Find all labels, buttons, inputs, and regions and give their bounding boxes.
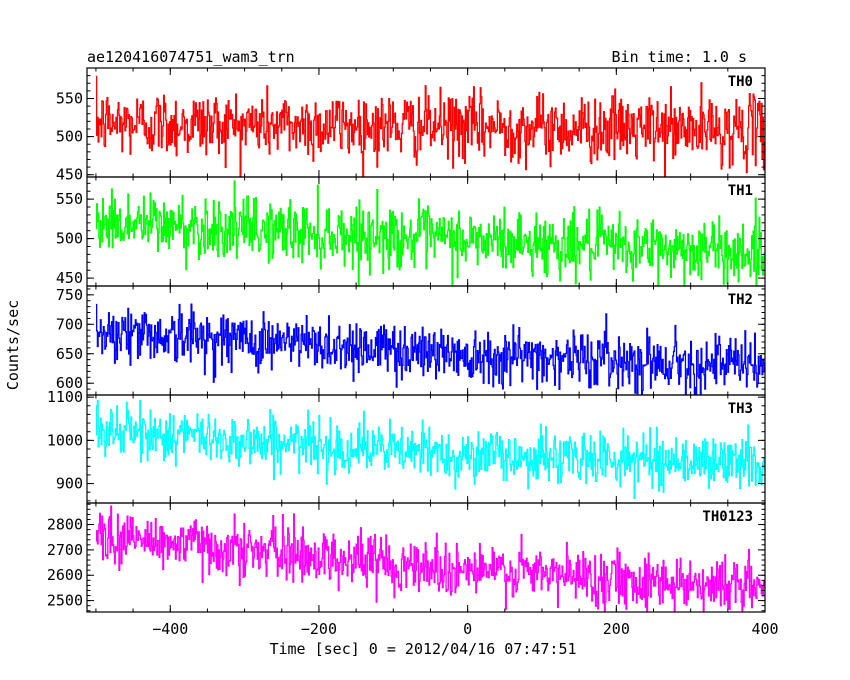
series-line-th0123 <box>95 505 765 612</box>
x-tick-label: −200 <box>301 620 337 638</box>
y-axis-title: Counts/sec <box>4 300 22 390</box>
x-tick-label: 400 <box>751 620 778 638</box>
panel-th3: 900 1000 1100 TH3 <box>47 388 766 504</box>
bin-time-label: Bin time: 1.0 s <box>612 48 747 66</box>
panel-th2: 600 650 700 750 TH2 <box>56 285 766 396</box>
y-tick-label: 700 <box>56 315 83 333</box>
y-tick-label: 750 <box>56 286 83 304</box>
panel-label-th0123: TH0123 <box>702 509 753 525</box>
panel-label-th0: TH0 <box>728 74 753 90</box>
y-tick-label: 550 <box>56 190 83 208</box>
panel-label-th1: TH1 <box>728 183 753 199</box>
y-tick-label: 450 <box>56 269 83 287</box>
x-tick-label: −400 <box>152 620 188 638</box>
y-tick-label: 2600 <box>47 566 83 584</box>
y-tick-label: 500 <box>56 230 83 248</box>
series-line-th1 <box>95 180 765 286</box>
figure-title: ae120416074751_wam3_trn <box>87 48 295 66</box>
y-tick-label: 2700 <box>47 541 83 559</box>
panel-stack: 450 500 550 TH0 450 500 550 TH1 600 650 700 750 TH2 9… <box>47 67 766 613</box>
panel-th1: 450 500 550 TH1 <box>56 176 766 287</box>
y-tick-label: 600 <box>56 374 83 392</box>
x-axis-tick-labels: −400 −200 0 200 400 <box>152 620 778 638</box>
x-axis-title: Time [sec] 0 = 2012/04/16 07:47:51 <box>269 640 576 658</box>
y-tick-label: 2800 <box>47 516 83 534</box>
panel-label-th3: TH3 <box>728 401 753 417</box>
panel-frame <box>86 502 766 613</box>
y-tick-label: 1100 <box>47 388 83 406</box>
y-tick-label: 500 <box>56 128 83 146</box>
y-tick-label: 550 <box>56 89 83 107</box>
panel-label-th2: TH2 <box>728 292 753 308</box>
series-line-th0 <box>95 75 765 177</box>
y-tick-label: 900 <box>56 475 83 493</box>
x-tick-label: 0 <box>463 620 472 638</box>
series-line-th3 <box>95 399 765 500</box>
y-tick-label: 1000 <box>47 431 83 449</box>
y-tick-label: 2500 <box>47 592 83 610</box>
panel-th0123: 2500 2600 2700 2800 TH0123 <box>47 502 766 613</box>
series-line-th2 <box>95 303 765 395</box>
x-tick-label: 200 <box>603 620 630 638</box>
y-tick-label: 450 <box>56 166 83 184</box>
y-tick-label: 650 <box>56 345 83 363</box>
